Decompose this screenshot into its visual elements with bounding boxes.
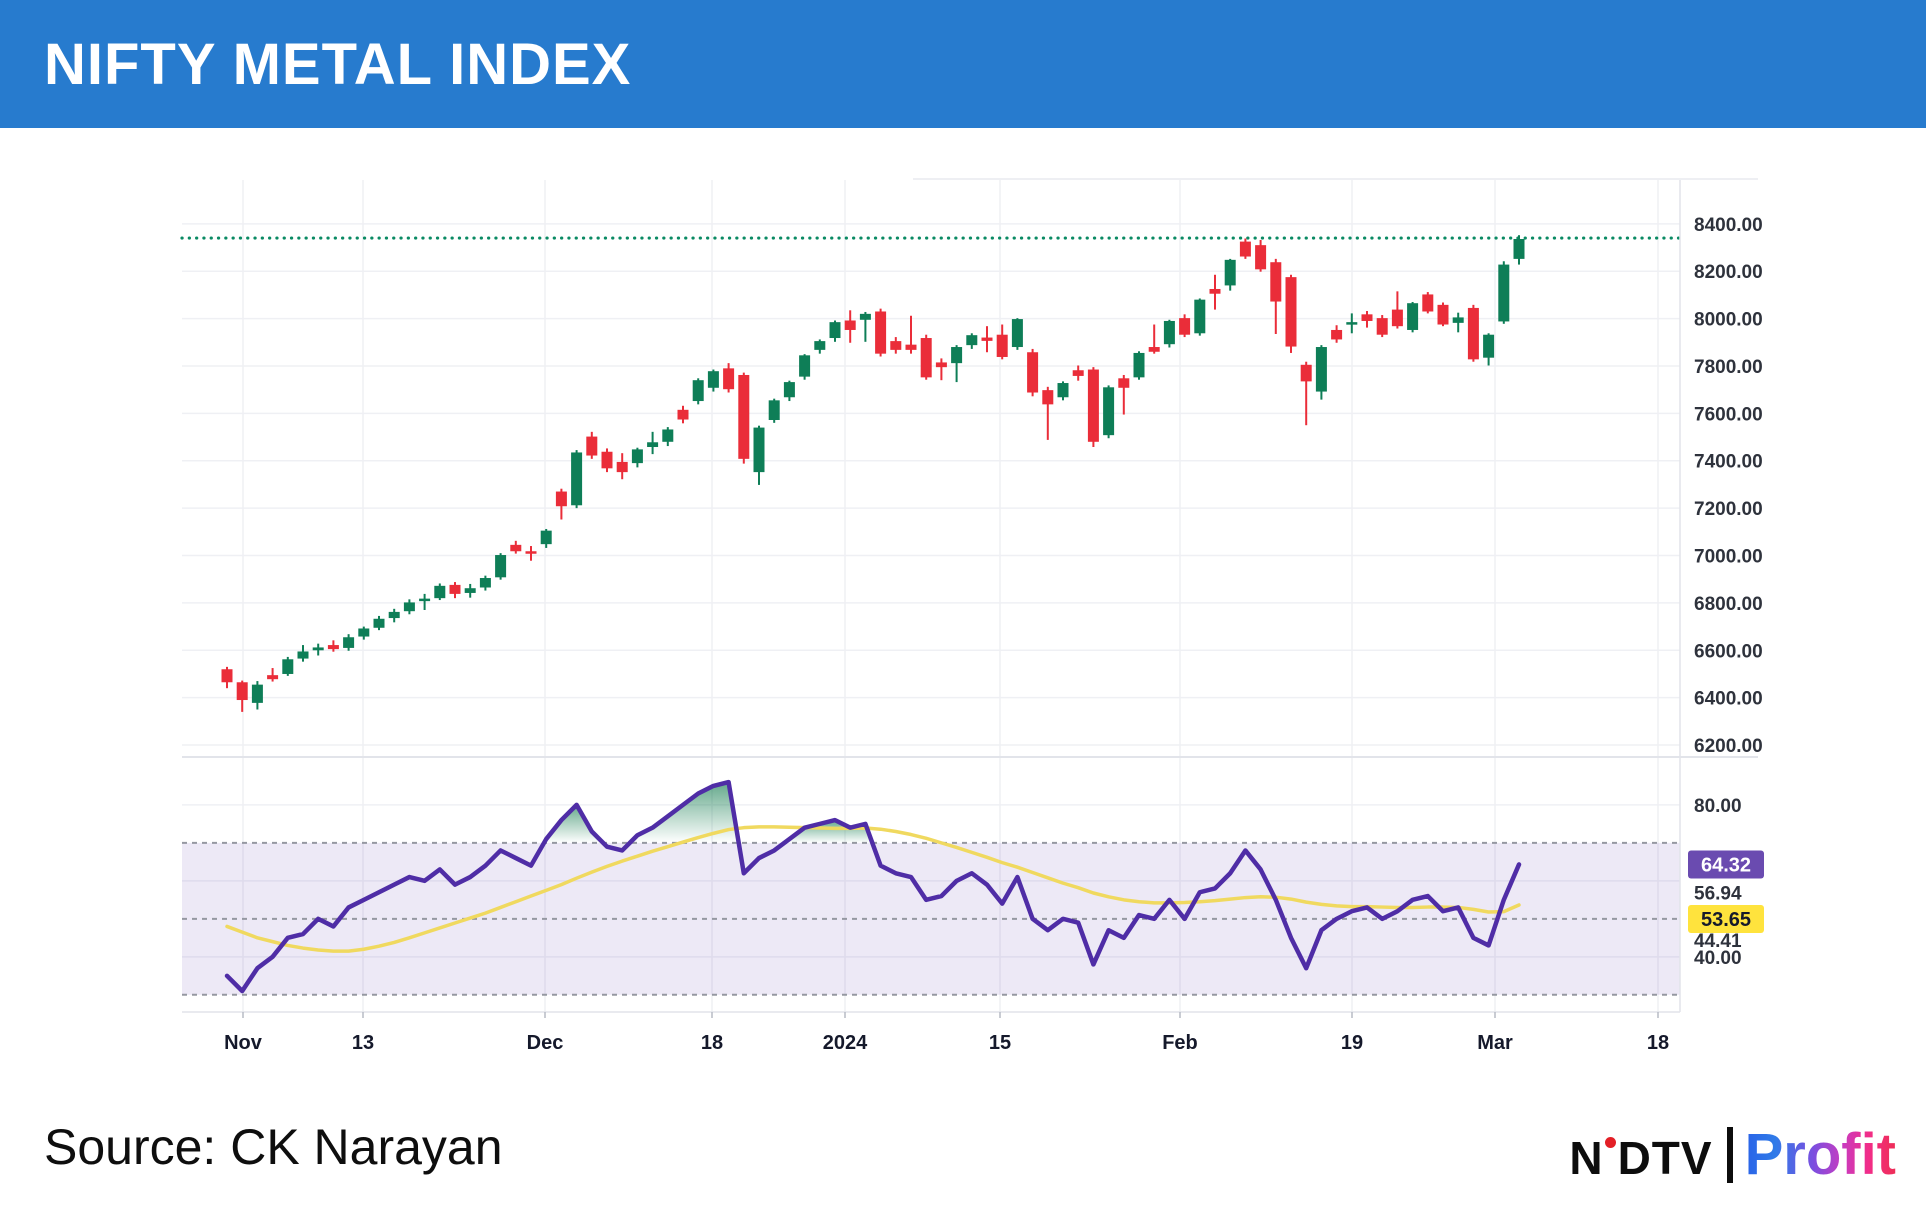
svg-text:13: 13 <box>352 1032 374 1054</box>
svg-text:7600.00: 7600.00 <box>1694 404 1763 425</box>
svg-text:8200.00: 8200.00 <box>1694 262 1763 283</box>
svg-text:18: 18 <box>701 1032 723 1054</box>
svg-text:6200.00: 6200.00 <box>1694 736 1763 757</box>
ndtv-logo-n: N <box>1569 1132 1604 1184</box>
svg-text:64.32: 64.32 <box>1701 854 1751 876</box>
svg-text:7400.00: 7400.00 <box>1694 452 1763 473</box>
header-banner: NIFTY METAL INDEX <box>0 0 1926 128</box>
ndtv-logo-dot-column <box>1604 1135 1618 1175</box>
svg-text:7200.00: 7200.00 <box>1694 499 1763 520</box>
logo-separator <box>1726 1127 1733 1183</box>
svg-text:8400.00: 8400.00 <box>1694 215 1763 236</box>
svg-text:19: 19 <box>1341 1032 1363 1054</box>
svg-text:80.00: 80.00 <box>1694 796 1742 817</box>
ndtv-profit-logo: N DTV Profit <box>1569 1126 1896 1184</box>
svg-text:44.41: 44.41 <box>1694 931 1742 952</box>
svg-text:Mar: Mar <box>1477 1032 1513 1054</box>
svg-text:Nov: Nov <box>224 1032 263 1054</box>
svg-text:53.65: 53.65 <box>1701 909 1751 931</box>
svg-text:8000.00: 8000.00 <box>1694 310 1763 331</box>
svg-text:15: 15 <box>989 1032 1011 1054</box>
svg-text:40.00: 40.00 <box>1694 948 1742 969</box>
page-title: NIFTY METAL INDEX <box>44 31 632 97</box>
svg-text:7000.00: 7000.00 <box>1694 547 1763 568</box>
svg-text:Feb: Feb <box>1162 1032 1198 1054</box>
source-attribution: Source: CK Narayan <box>44 1119 503 1175</box>
ndtv-logo-dtv: DTV <box>1617 1132 1713 1184</box>
svg-text:Dec: Dec <box>527 1032 564 1054</box>
svg-text:6800.00: 6800.00 <box>1694 594 1763 615</box>
svg-text:18: 18 <box>1647 1032 1669 1054</box>
svg-text:6600.00: 6600.00 <box>1694 641 1763 662</box>
svg-text:2024: 2024 <box>823 1032 868 1054</box>
ndtv-logo: N DTV <box>1569 1129 1712 1181</box>
ndtv-logo-dot-icon <box>1604 1137 1616 1148</box>
svg-text:7800.00: 7800.00 <box>1694 357 1763 378</box>
svg-text:56.94: 56.94 <box>1694 883 1742 904</box>
svg-text:6400.00: 6400.00 <box>1694 689 1763 710</box>
profit-logo: Profit <box>1744 1122 1896 1187</box>
